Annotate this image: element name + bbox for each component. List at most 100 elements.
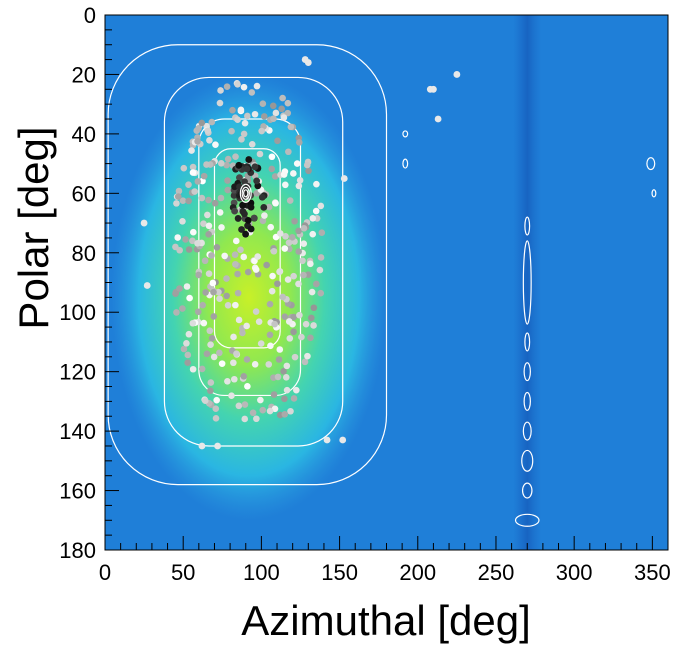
outlier-point xyxy=(430,85,437,93)
stripe-contour-ellipse xyxy=(521,482,533,499)
scatter-point xyxy=(216,209,224,216)
outlier-point xyxy=(339,436,347,444)
x-tick-label: 350 xyxy=(634,560,671,585)
scatter-point xyxy=(296,311,303,319)
scatter-point xyxy=(183,283,191,290)
scatter-point xyxy=(276,268,283,276)
scatter-point xyxy=(201,257,209,265)
scatter-point xyxy=(213,243,221,251)
scatter-point xyxy=(241,119,249,127)
x-tick-label: 0 xyxy=(99,560,111,585)
scatter-point xyxy=(210,353,218,361)
scatter-point xyxy=(290,313,297,321)
scatter-point xyxy=(252,308,260,315)
outlier-point xyxy=(198,442,206,450)
scatter-point xyxy=(182,236,189,243)
outlier-point xyxy=(323,436,331,444)
contour-outer xyxy=(107,44,388,486)
scatter-point-core xyxy=(247,225,255,233)
scatter-point xyxy=(295,280,302,288)
contour-lines xyxy=(107,44,657,527)
scatter-point-core xyxy=(243,165,251,173)
scatter-point xyxy=(194,240,201,247)
scatter-point xyxy=(189,365,197,373)
scatter-point xyxy=(200,172,208,180)
scatter-point xyxy=(234,289,242,297)
stripe-contour-ellipse xyxy=(522,421,532,441)
scatter-point xyxy=(234,81,241,88)
scatter-point xyxy=(280,171,288,178)
scatter-point xyxy=(173,309,180,316)
scatter-point xyxy=(176,285,183,292)
scatter-point xyxy=(255,318,263,325)
x-tick-label: 200 xyxy=(399,560,436,585)
scatter-point xyxy=(249,409,257,417)
scatter-point xyxy=(218,360,226,367)
scatter-point xyxy=(252,266,260,273)
stripe-contour-ellipse xyxy=(523,362,531,382)
scatter-point xyxy=(194,137,201,145)
scatter-point xyxy=(263,261,270,269)
scatter-point-core xyxy=(242,230,249,238)
scatter-point xyxy=(179,218,186,225)
x-tick-label: 100 xyxy=(243,560,280,585)
scatter-point xyxy=(288,233,296,241)
scatter-point xyxy=(291,217,298,225)
scatter-point xyxy=(194,178,202,185)
scatter-point xyxy=(184,359,192,366)
scatter-point xyxy=(216,349,223,357)
scatter-point xyxy=(228,127,235,135)
scatter-point xyxy=(212,405,220,413)
scatter-point xyxy=(210,288,217,296)
scatter-point xyxy=(274,137,281,145)
scatter-point xyxy=(300,271,307,279)
scatter-point xyxy=(248,141,256,148)
y-tick-label: 180 xyxy=(59,538,96,563)
scatter-point xyxy=(205,270,213,278)
scatter-point xyxy=(194,308,202,316)
scatter-point xyxy=(317,254,325,261)
scatter-point xyxy=(180,164,188,172)
scatter-point xyxy=(213,396,220,404)
y-tick-label: 80 xyxy=(72,241,96,266)
scatter-point xyxy=(257,396,264,404)
scatter-point xyxy=(271,173,279,180)
scatter-point xyxy=(207,387,214,395)
scatter-point xyxy=(202,289,209,296)
y-tick-label: 160 xyxy=(59,479,96,504)
scatter-point-core xyxy=(235,161,243,169)
scatter-point xyxy=(293,386,300,394)
outlier-point xyxy=(140,219,148,227)
scatter-point xyxy=(290,395,298,402)
scatter-point xyxy=(200,319,208,327)
contour-mid xyxy=(163,76,344,447)
scatter-point xyxy=(174,234,181,241)
scatter-point xyxy=(268,287,276,295)
scatter-point xyxy=(210,313,218,320)
scatter-point-core xyxy=(234,215,242,222)
scatter-point xyxy=(174,193,182,200)
scatter-point xyxy=(310,322,317,329)
scatter-point-core xyxy=(236,174,243,182)
scatter-point xyxy=(234,116,241,123)
scatter-point xyxy=(244,268,252,276)
scatter-point xyxy=(223,161,230,169)
scatter-point xyxy=(266,300,274,308)
scatter-point xyxy=(234,270,241,278)
scatter-point xyxy=(274,373,282,381)
scatter-point xyxy=(203,161,210,168)
scatter-point xyxy=(191,188,198,195)
scatter-point xyxy=(179,305,186,312)
scatter-point xyxy=(303,161,311,169)
scatter-point xyxy=(211,199,219,207)
stripe-contour-ellipse xyxy=(522,240,532,325)
scatter-point xyxy=(238,135,245,143)
scatter-point xyxy=(276,346,284,353)
scatter-points xyxy=(140,56,461,450)
scatter-point-core xyxy=(258,193,266,201)
scatter-point xyxy=(270,115,277,122)
low-density-stripe xyxy=(513,15,542,550)
scatter-point xyxy=(271,405,279,413)
scatter-point xyxy=(313,280,320,288)
scatter-point xyxy=(205,231,212,238)
